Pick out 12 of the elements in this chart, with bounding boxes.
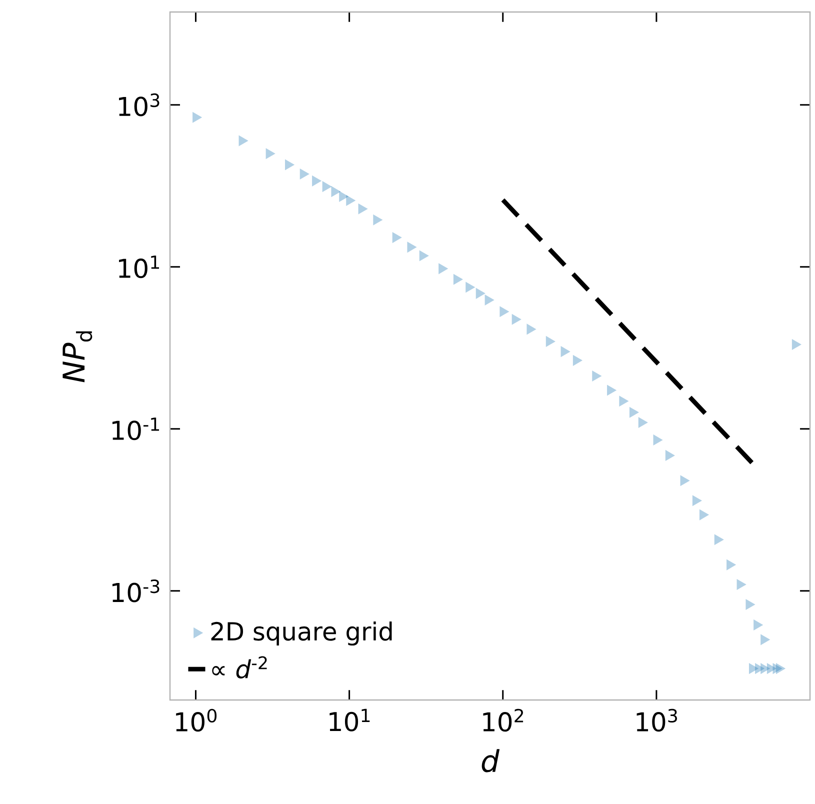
x-tick-label: 10$^{1}$ (330, 708, 370, 732)
x-tick-label: 10$^{0}$ (176, 708, 217, 732)
x-tick-label: 10$^{3}$ (636, 708, 677, 732)
x-axis-title: d (482, 749, 500, 772)
y-tick-label: 10$^{3}$ (119, 93, 160, 116)
y-axis-title: NP$_{d}$ (62, 331, 92, 382)
y-tick-label: 10$^{-1}$ (112, 418, 159, 440)
legend-label: ∝ d$^{-2}$ (212, 656, 267, 679)
legend-label: 2D square grid (211, 621, 392, 646)
y-tick-label: 10$^{-3}$ (112, 579, 160, 602)
x-tick-label: 10$^{2}$ (483, 708, 524, 732)
y-tick-label: 10$^{1}$ (119, 256, 159, 278)
